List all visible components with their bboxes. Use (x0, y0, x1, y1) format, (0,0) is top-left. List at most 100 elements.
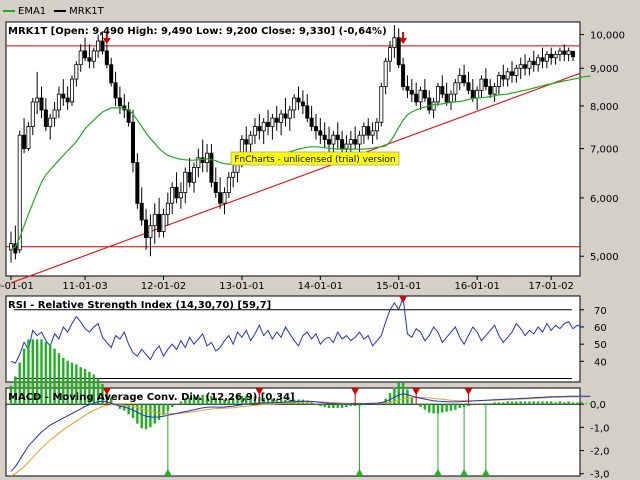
macd-histogram-bar (506, 401, 509, 405)
legend-item-price[interactable]: MRK1T (54, 6, 104, 17)
candle-body (348, 139, 353, 145)
legend-label-ema: EMA1 (18, 5, 47, 17)
candle-body (261, 121, 266, 132)
candle-body (213, 181, 218, 194)
candle-body (553, 53, 558, 59)
candle-body (353, 139, 358, 145)
buy-arrow-icon (460, 469, 469, 476)
candle-body (109, 64, 114, 84)
candle-body (87, 57, 92, 62)
candle-body (96, 40, 101, 52)
macd-histogram-bar (288, 399, 292, 405)
macd-histogram-bar (105, 390, 109, 405)
macd-histogram-bar (510, 401, 514, 405)
macd-histogram-bar (458, 404, 461, 408)
macd-histogram-bar (153, 404, 156, 424)
candle-body (340, 139, 345, 150)
macd-histogram-bar (166, 404, 170, 411)
macd-histogram-bar (541, 401, 544, 405)
macd-histogram-bar (306, 400, 309, 405)
macd-histogram-bar (136, 404, 139, 424)
candle-body (205, 152, 210, 164)
candle-body (475, 89, 480, 99)
rsi-y-tick-label: 40 (594, 357, 607, 368)
candle-body (422, 89, 427, 99)
macd-histogram-bar (14, 376, 17, 405)
candle-body (427, 97, 432, 111)
macd-histogram-bar (31, 339, 34, 405)
candle-body (148, 225, 153, 238)
candle-body (549, 53, 554, 59)
macd-signal-line (10, 396, 591, 477)
macd-histogram-bar (240, 395, 244, 405)
rsi-y-tick-label: 50 (594, 340, 607, 351)
sell-arrow-icon (412, 388, 421, 395)
macd-histogram-bar (384, 398, 387, 405)
candle-body (200, 157, 205, 164)
macd-histogram-bar (92, 374, 95, 405)
candle-body (43, 109, 48, 127)
candle-body (571, 50, 576, 58)
candle-body (231, 171, 236, 178)
candle-body (248, 134, 253, 145)
macd-histogram-bar (188, 397, 191, 405)
macd-histogram-bar (397, 382, 400, 405)
rsi-panel-title: RSI - Relative Strength Index (14,30,70)… (8, 300, 271, 311)
rsi-panel-bg (5, 295, 581, 383)
candle-body (69, 78, 74, 103)
legend-item-ema[interactable]: EMA1 (3, 6, 46, 17)
macd-histogram-bar (580, 402, 583, 405)
candle-body (327, 139, 332, 145)
rsi-y-tick-label: 70 (594, 306, 607, 317)
candle-body (361, 126, 366, 136)
candle-body (30, 101, 35, 127)
macd-y-tick-label: -2,0 (590, 447, 610, 458)
candle-body (48, 117, 53, 127)
candle-body (344, 143, 349, 150)
macd-histogram-bar (223, 399, 226, 405)
candle-body (130, 121, 135, 164)
macd-histogram-bar (475, 404, 479, 405)
sell-arrow-icon (102, 38, 111, 44)
candle-body (191, 167, 196, 183)
candle-body (518, 64, 523, 69)
macd-histogram-bar (297, 399, 300, 405)
candle-body (544, 53, 549, 62)
candle-body (379, 86, 384, 123)
macd-histogram-bar (441, 404, 444, 413)
candle-body (557, 50, 562, 55)
candle-body (161, 213, 166, 232)
candle-body (17, 134, 22, 251)
candle-body (56, 93, 61, 111)
price-y-tick-label: 10,000 (590, 31, 625, 42)
macd-histogram-bar (467, 404, 470, 407)
candle-body (496, 75, 501, 87)
macd-histogram-bar (493, 402, 496, 405)
price-trendline (10, 72, 581, 284)
macd-histogram-bar (353, 404, 357, 407)
candle-body (449, 93, 454, 103)
macd-panel-bg (5, 387, 581, 477)
candle-body (274, 117, 279, 123)
macd-histogram-bar (545, 401, 549, 405)
candle-body (431, 101, 436, 111)
price-y-tick-label: 5,000 (590, 252, 619, 263)
candle-body (52, 109, 57, 119)
macd-histogram-bar (532, 401, 535, 405)
candle-body (222, 192, 227, 204)
candle-body (331, 134, 336, 145)
candle-body (170, 187, 175, 204)
macd-histogram-bar (471, 404, 474, 406)
candle-body (309, 117, 314, 127)
macd-histogram-bar (367, 404, 370, 405)
macd-histogram-bar (445, 404, 448, 412)
candle-body (505, 71, 510, 80)
price-x-tick-label: 14-01-01 (298, 281, 343, 292)
candle-body (22, 134, 27, 150)
macd-histogram-bar (262, 397, 265, 405)
macd-histogram-bar (358, 404, 361, 407)
candle-body (283, 113, 288, 119)
macd-histogram-bar (550, 401, 553, 405)
candle-body (196, 157, 201, 168)
macd-histogram-bar (118, 404, 122, 409)
